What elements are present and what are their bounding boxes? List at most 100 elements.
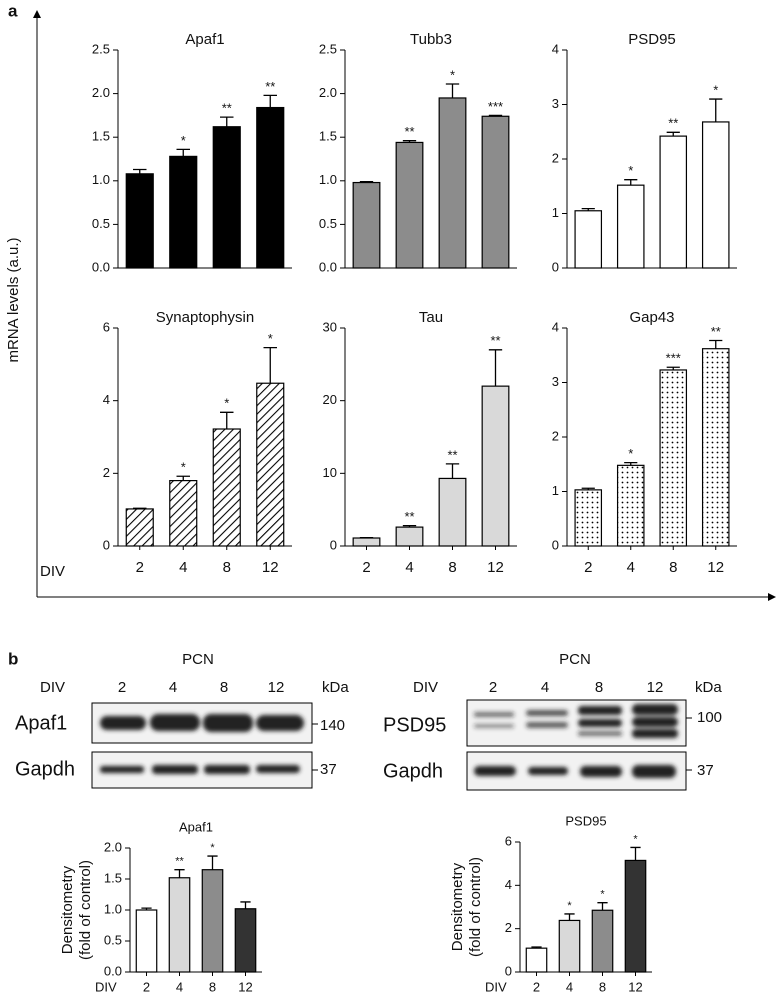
bar [169, 878, 189, 972]
bar [703, 349, 729, 546]
significance: * [633, 833, 638, 845]
bar [213, 429, 240, 546]
x-axis-label: DIV [40, 563, 65, 580]
significance: * [600, 889, 605, 901]
bar [257, 383, 284, 546]
y-tick-label: 0 [330, 537, 337, 552]
y-tick-label: 1.0 [92, 172, 110, 187]
protein-label: Apaf1 [15, 712, 67, 734]
significance: ** [447, 447, 457, 462]
lane-label: 2 [118, 679, 126, 696]
y-tick-label: 0.0 [104, 963, 122, 978]
x-tick-label: 2 [136, 559, 144, 576]
bar [592, 910, 612, 972]
bar [353, 538, 380, 546]
lane-label: 2 [489, 679, 497, 696]
chart-title: Apaf1 [179, 819, 213, 834]
y-axis-label: (fold of control) [77, 860, 94, 960]
bar [439, 98, 466, 268]
lane-label: 4 [169, 679, 177, 696]
error-bar [264, 348, 277, 384]
y-tick-label: 4 [552, 319, 559, 334]
bar [257, 108, 284, 268]
error-bar [709, 99, 722, 122]
x-tick-label: 4 [627, 559, 635, 576]
x-tick-label: 12 [487, 559, 504, 576]
significance: * [450, 67, 455, 82]
bar [575, 211, 601, 268]
significance: * [268, 331, 273, 346]
bar [396, 142, 423, 268]
y-tick-label: 0.5 [92, 216, 110, 231]
y-tick-label: 0 [103, 537, 110, 552]
x-tick-label: 8 [209, 979, 216, 994]
protein-label: PSD95 [383, 714, 446, 736]
error-bar [446, 84, 459, 98]
bar [703, 122, 729, 268]
y-tick-label: 0.0 [319, 259, 337, 274]
bar [126, 509, 153, 546]
y-tick-label: 2 [552, 428, 559, 443]
protein-label: Gapdh [383, 760, 443, 782]
div-label: DIV [40, 679, 65, 696]
error-bar [177, 476, 190, 480]
bar [618, 185, 644, 268]
y-tick-label: 1.5 [92, 129, 110, 144]
error-bar [133, 169, 146, 173]
y-tick-label: 3 [552, 96, 559, 111]
blot-header: PCN [559, 651, 591, 668]
chart-title: Apaf1 [185, 31, 224, 48]
kda-label: 37 [697, 762, 714, 779]
significance: * [224, 396, 229, 411]
x-tick-label: 2 [143, 979, 150, 994]
chart-title: Tubb3 [410, 31, 452, 48]
bar [396, 527, 423, 546]
y-tick-label: 0 [552, 537, 559, 552]
y-axis-label: (fold of control) [467, 857, 484, 957]
y-tick-label: 2.0 [104, 839, 122, 854]
y-tick-label: 2.5 [319, 41, 337, 56]
chart-title: PSD95 [628, 31, 676, 48]
x-tick-label: 8 [223, 559, 231, 576]
error-bar [174, 870, 184, 878]
x-tick-label: 12 [707, 559, 724, 576]
unit-label: kDa [322, 679, 349, 696]
significance: ** [668, 116, 678, 131]
x-tick-label: 2 [584, 559, 592, 576]
error-bar [489, 350, 502, 386]
y-tick-label: 30 [323, 319, 337, 334]
y-axis-label: mRNA levels (a.u.) [5, 237, 22, 362]
blot: PCN DIV 2 4 8 12 kDa Apaf1 Gapdh 140 37 [15, 651, 349, 788]
significance: * [181, 133, 186, 148]
y-tick-label: 0.5 [319, 216, 337, 231]
significance: ** [175, 856, 184, 868]
unit-label: kDa [695, 679, 722, 696]
chart-title: PSD95 [565, 813, 606, 828]
significance: ** [222, 101, 232, 116]
y-tick-label: 6 [103, 319, 110, 334]
bar [482, 116, 509, 268]
bar [170, 481, 197, 546]
significance: ** [490, 333, 500, 348]
bar [660, 370, 686, 546]
y-tick-label: 10 [323, 465, 337, 480]
error-bar [207, 856, 217, 870]
x-tick-label: 12 [628, 979, 642, 994]
x-tick-label: 4 [566, 979, 573, 994]
y-tick-label: 2.0 [92, 85, 110, 100]
error-bar [264, 95, 277, 107]
x-tick-label: 2 [362, 559, 370, 576]
x-axis-label: DIV [95, 979, 117, 994]
significance: * [210, 842, 215, 854]
bar [559, 920, 579, 972]
significance: *** [488, 99, 503, 114]
blot: PCN DIV 2 4 8 12 kDa PSD95 Gapdh 100 37 [383, 651, 722, 790]
bar [660, 136, 686, 268]
bar [439, 478, 466, 546]
bar [213, 127, 240, 268]
protein-label: Gapdh [15, 758, 75, 780]
y-axis-label: Densitometry [59, 865, 76, 954]
bar [235, 909, 255, 972]
x-tick-label: 4 [179, 559, 187, 576]
y-tick-label: 1.0 [104, 901, 122, 916]
